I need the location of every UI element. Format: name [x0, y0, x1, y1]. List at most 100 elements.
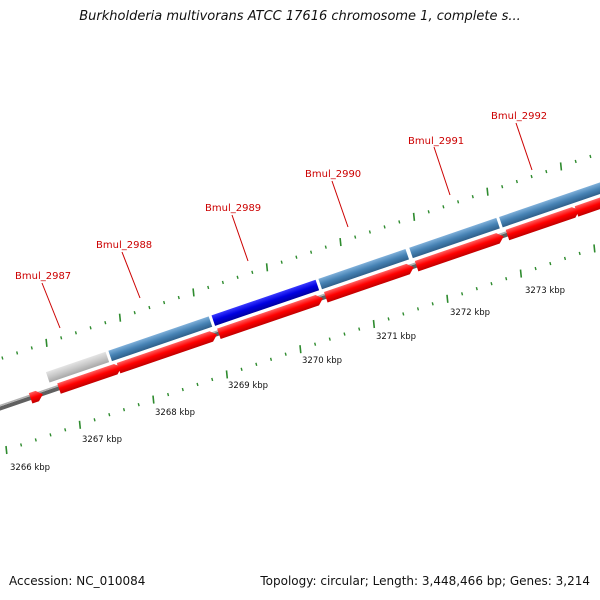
- major-tick: [118, 313, 122, 322]
- minor-tick: [181, 387, 184, 392]
- minor-tick: [251, 270, 254, 275]
- cds-track: [28, 186, 600, 404]
- minor-tick: [545, 169, 548, 174]
- axis-tick-track: [5, 244, 596, 455]
- minor-tick: [30, 346, 33, 350]
- major-tick: [45, 338, 48, 347]
- minor-tick: [280, 260, 283, 264]
- gene-labels: Bmul_2987 Bmul_2988 Bmul_2989 Bmul_2990 …: [15, 111, 547, 329]
- major-tick: [265, 263, 269, 272]
- gene-label[interactable]: Bmul_2988: [96, 240, 152, 251]
- minor-tick: [104, 321, 107, 325]
- cds-arrow[interactable]: [28, 389, 45, 404]
- major-tick: [486, 187, 489, 196]
- minor-tick: [457, 200, 460, 204]
- minor-tick: [398, 220, 401, 224]
- axis-tick-labels: 3266 kbp 3267 kbp 3268 kbp 3269 kbp 3270…: [10, 286, 565, 473]
- minor-tick: [475, 287, 478, 291]
- major-tick: [5, 445, 8, 455]
- gene-feature[interactable]: [318, 249, 410, 290]
- gene-feature-partial[interactable]: [45, 351, 110, 383]
- minor-tick: [1, 356, 4, 360]
- gene-feature-track: [45, 181, 600, 383]
- major-tick: [152, 395, 155, 404]
- cds-arrow[interactable]: [57, 362, 123, 394]
- minor-tick: [442, 205, 445, 209]
- gene-feature[interactable]: [499, 181, 600, 228]
- minor-tick: [196, 382, 199, 387]
- gene-label[interactable]: Bmul_2989: [205, 203, 261, 214]
- cds-arrow[interactable]: [505, 205, 581, 241]
- minor-tick: [64, 428, 67, 432]
- minor-tick: [549, 261, 552, 266]
- cds-arrow[interactable]: [574, 186, 600, 217]
- minor-tick: [122, 407, 126, 412]
- minor-tick: [314, 342, 317, 346]
- minor-tick: [461, 292, 464, 296]
- major-tick: [372, 319, 376, 329]
- axis-tick-label: 3272 kbp: [450, 308, 490, 318]
- minor-tick: [269, 357, 273, 361]
- minor-tick: [471, 195, 474, 199]
- minor-tick: [221, 280, 224, 285]
- minor-tick: [74, 331, 77, 335]
- gene-feature[interactable]: [108, 316, 213, 362]
- gene-label[interactable]: Bmul_2990: [305, 169, 361, 180]
- minor-tick: [284, 352, 287, 356]
- minor-tick: [16, 351, 19, 355]
- minor-tick: [20, 443, 23, 447]
- minor-tick: [515, 179, 518, 184]
- minor-tick: [563, 256, 567, 261]
- major-tick: [78, 420, 82, 429]
- major-tick: [299, 345, 302, 354]
- axis-tick-label: 3271 kbp: [376, 332, 416, 342]
- minor-tick: [236, 275, 239, 280]
- minor-tick: [163, 300, 166, 305]
- minor-tick: [431, 302, 434, 306]
- minor-tick: [60, 336, 63, 340]
- major-tick: [593, 244, 596, 253]
- gene-label[interactable]: Bmul_2987: [15, 271, 71, 282]
- minor-tick: [358, 327, 361, 331]
- minor-tick: [589, 154, 592, 159]
- minor-tick: [167, 392, 170, 397]
- gene-feature[interactable]: [409, 217, 500, 259]
- cds-arrow[interactable]: [414, 231, 506, 272]
- minor-tick: [530, 174, 533, 179]
- minor-tick: [354, 235, 357, 239]
- genome-summary: Topology: circular; Length: 3,448,466 bp…: [260, 574, 590, 588]
- minor-tick: [416, 307, 420, 311]
- major-tick: [192, 288, 195, 297]
- gene-feature-highlighted[interactable]: [211, 279, 320, 326]
- minor-tick: [49, 433, 52, 437]
- minor-tick: [310, 250, 313, 254]
- minor-tick: [574, 159, 577, 164]
- minor-tick: [255, 362, 258, 367]
- minor-tick: [534, 266, 537, 271]
- minor-tick: [295, 255, 298, 259]
- major-tick: [225, 370, 229, 379]
- minor-tick: [501, 184, 504, 189]
- minor-tick: [177, 295, 180, 300]
- major-tick: [339, 238, 342, 247]
- minor-tick: [324, 245, 327, 249]
- upper-tick-track: [1, 154, 592, 360]
- gene-label[interactable]: Bmul_2991: [408, 136, 464, 147]
- minor-tick: [368, 230, 371, 234]
- map-title: Burkholderia multivorans ATCC 17616 chro…: [79, 9, 521, 24]
- cds-arrow[interactable]: [323, 262, 416, 303]
- minor-tick: [490, 281, 493, 286]
- minor-tick: [383, 225, 386, 229]
- cds-arrow[interactable]: [217, 293, 325, 340]
- minor-tick: [137, 402, 140, 407]
- axis-tick-label: 3269 kbp: [228, 381, 268, 391]
- gene-label[interactable]: Bmul_2992: [491, 111, 547, 122]
- minor-tick: [148, 305, 151, 310]
- axis-tick-label: 3273 kbp: [525, 286, 565, 296]
- accession-label: Accession: NC_010084: [9, 574, 146, 588]
- cds-arrow[interactable]: [116, 329, 219, 374]
- minor-tick: [402, 312, 405, 316]
- minor-tick: [34, 438, 37, 442]
- minor-tick: [133, 310, 136, 315]
